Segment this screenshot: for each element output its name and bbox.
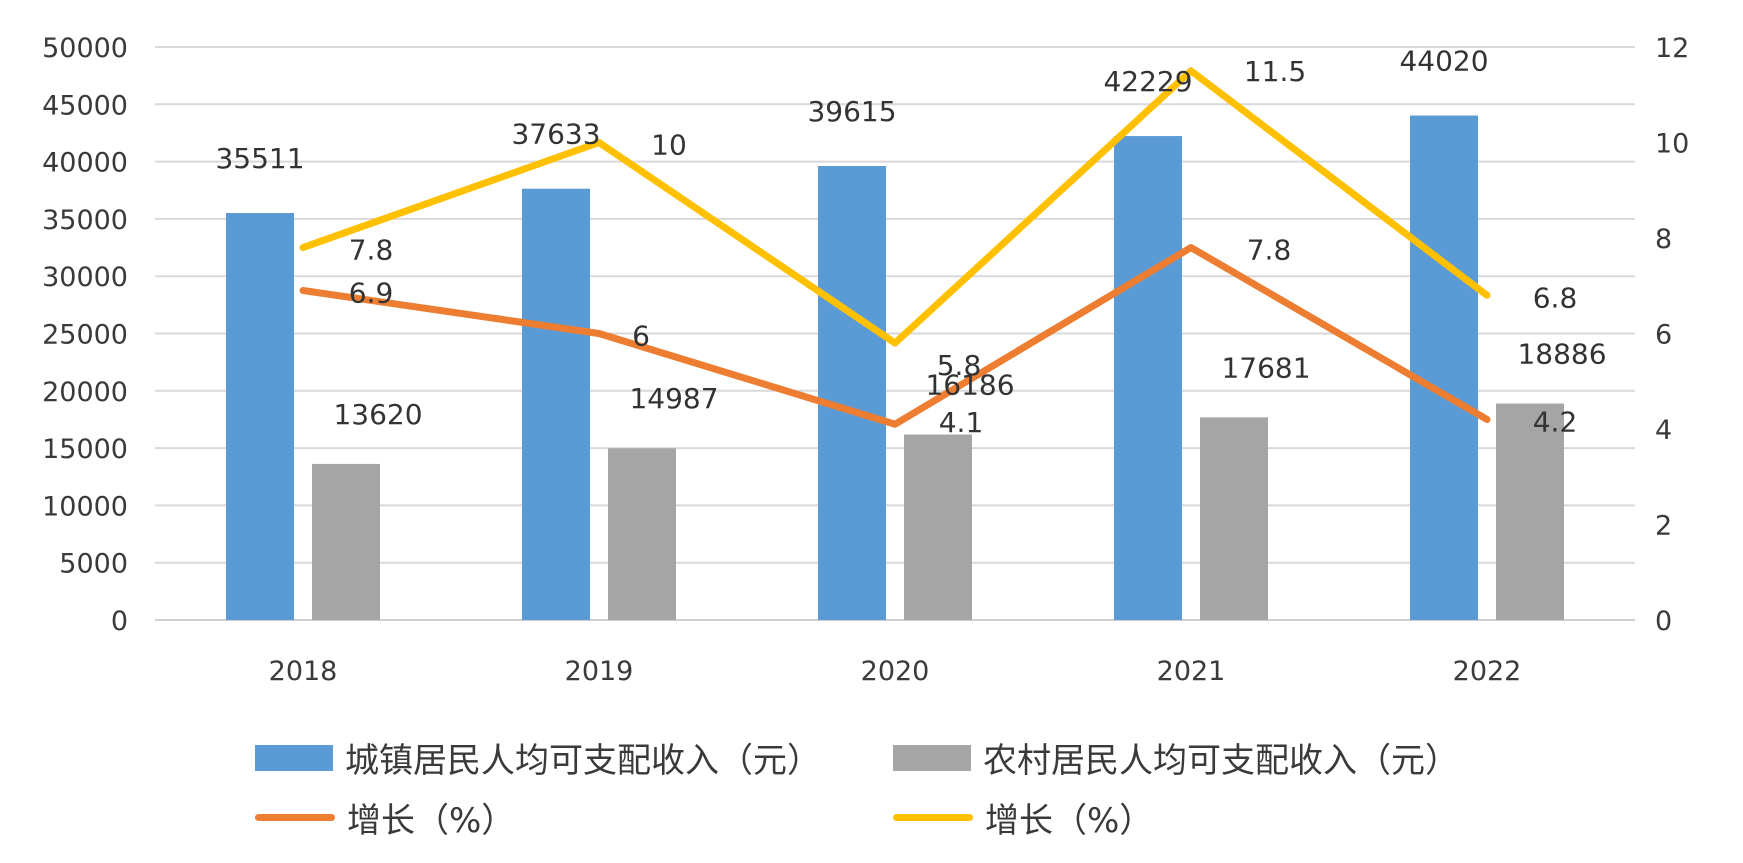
data-label: 44020 — [1399, 45, 1488, 78]
bar — [904, 434, 972, 620]
data-label: 39615 — [807, 95, 896, 128]
bar — [1410, 115, 1478, 621]
legend-swatch-rural-growth — [893, 814, 973, 821]
y-left-tick-label: 15000 — [42, 434, 128, 465]
data-label: 4.1 — [939, 406, 984, 439]
y-right-tick-label: 10 — [1655, 129, 1689, 160]
y-right-tick-label: 4 — [1655, 415, 1672, 446]
y-left-tick-label: 45000 — [42, 90, 128, 121]
legend-item-urban: 城镇居民人均可支配收入（元） — [255, 733, 821, 782]
x-tick-label: 2022 — [1453, 656, 1522, 687]
bar — [1200, 417, 1268, 620]
series-line — [299, 244, 1491, 428]
y-left-tick-label: 35000 — [42, 205, 128, 236]
y-left-tick-label: 30000 — [42, 262, 128, 293]
legend-swatch-urban-growth — [255, 814, 335, 821]
legend-item-urban-growth: 增长（%） — [255, 793, 515, 842]
y-left-tick-label: 20000 — [42, 377, 128, 408]
data-label: 11.5 — [1244, 55, 1306, 88]
data-label: 42229 — [1103, 65, 1192, 98]
y-right-tick-label: 8 — [1655, 224, 1672, 255]
legend-item-rural: 农村居民人均可支配收入（元） — [893, 733, 1459, 782]
y-left-tick-label: 5000 — [59, 549, 128, 580]
y-right-tick-label: 6 — [1655, 320, 1672, 351]
bar — [818, 166, 886, 621]
x-tick-label: 2019 — [565, 656, 634, 687]
bar — [1114, 136, 1182, 620]
series-line — [299, 67, 1491, 347]
data-label: 10 — [651, 129, 687, 162]
y-right-tick-label: 0 — [1655, 606, 1672, 637]
data-label: 37633 — [511, 118, 600, 151]
x-tick-label: 2018 — [269, 656, 338, 687]
data-label: 6 — [632, 320, 650, 353]
bar — [312, 463, 380, 620]
y-left-tick-label: 40000 — [42, 148, 128, 179]
data-label: 4.2 — [1533, 405, 1578, 438]
legend-label-urban-growth: 增长（%） — [347, 801, 516, 841]
data-label: 7.8 — [1247, 234, 1292, 267]
data-label: 35511 — [215, 142, 304, 175]
data-label: 18886 — [1517, 338, 1606, 371]
legend-label-urban: 城镇居民人均可支配收入（元） — [345, 741, 821, 781]
data-label: 14987 — [629, 382, 718, 415]
data-label: 16186 — [925, 369, 1014, 402]
data-label: 6.8 — [1533, 281, 1578, 314]
legend-swatch-urban — [255, 744, 333, 771]
y-left-tick-label: 50000 — [42, 33, 128, 64]
bar — [1496, 403, 1564, 620]
data-label: 17681 — [1221, 351, 1310, 384]
y-right-tick-label: 2 — [1655, 511, 1672, 542]
bar — [226, 213, 294, 620]
data-label: 6.9 — [349, 277, 394, 310]
data-label: 7.8 — [349, 234, 394, 267]
legend-label-rural-growth: 增长（%） — [985, 801, 1154, 841]
data-label: 13620 — [333, 398, 422, 431]
y-right-tick-label: 12 — [1655, 33, 1689, 64]
legend-label-rural: 农村居民人均可支配收入（元） — [983, 741, 1459, 781]
x-tick-label: 2020 — [861, 656, 930, 687]
bar — [608, 448, 676, 620]
legend-item-rural-growth: 增长（%） — [893, 793, 1153, 842]
bar — [522, 188, 590, 620]
x-tick-label: 2021 — [1157, 656, 1226, 687]
y-left-tick-label: 10000 — [42, 491, 128, 522]
data-label: 5.8 — [937, 349, 982, 382]
y-left-tick-label: 0 — [111, 606, 128, 637]
y-left-tick-label: 25000 — [42, 320, 128, 351]
legend-swatch-rural — [893, 744, 971, 771]
